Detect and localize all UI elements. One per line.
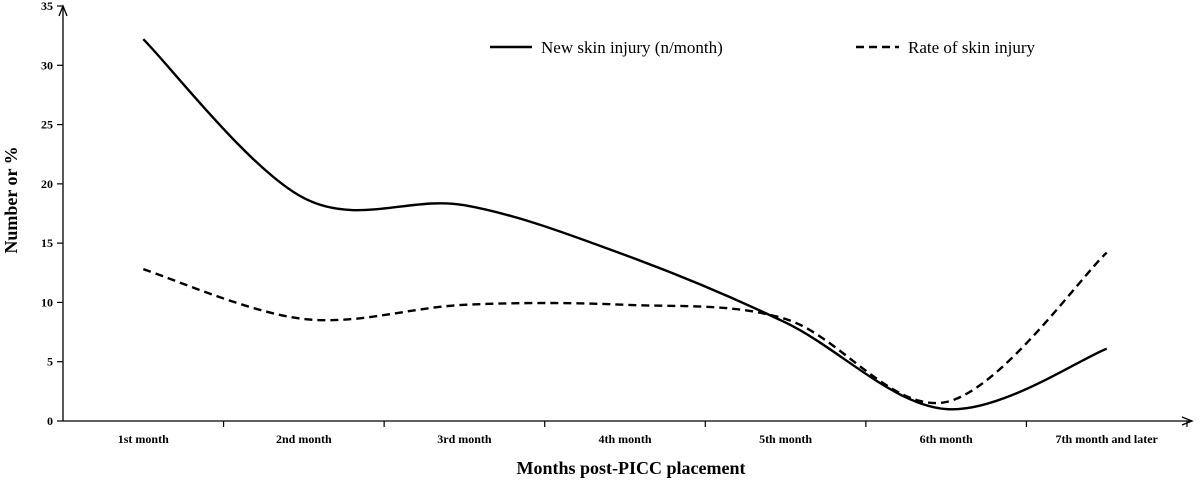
x-axis-arrow xyxy=(1181,416,1194,426)
series-line-new-skin-injury xyxy=(142,38,1108,411)
y-axis: 0 5 10 15 20 25 30 35 xyxy=(41,0,68,428)
y-ticks: 0 5 10 15 20 25 30 35 xyxy=(41,0,63,428)
x-tick-label: 4th month xyxy=(598,432,651,446)
y-tick-label: 0 xyxy=(47,414,53,428)
legend-label: Rate of skin injury xyxy=(908,38,1036,57)
series-line-rate-of-skin-injury xyxy=(142,251,1108,405)
x-tick-label: 3rd month xyxy=(437,432,492,446)
x-axis: 1st month 2nd month 3rd month 4th month 5th … xyxy=(63,416,1194,446)
legend: New skin injury (n/month) Rate of skin in… xyxy=(490,38,1036,57)
y-tick-label: 5 xyxy=(47,355,53,369)
y-tick-label: 30 xyxy=(41,58,53,72)
x-tick-label: 7th month and later xyxy=(1056,432,1159,446)
y-tick-label: 20 xyxy=(41,177,53,191)
x-axis-title: Months post-PICC placement xyxy=(517,458,746,478)
y-tick-label: 10 xyxy=(41,295,53,309)
legend-label: New skin injury (n/month) xyxy=(541,38,723,57)
x-tick-label: 2nd month xyxy=(276,432,332,446)
x-tick-label: 6th month xyxy=(920,432,973,446)
series-layer xyxy=(142,38,1108,411)
y-tick-label: 35 xyxy=(41,0,53,13)
x-tick-label: 5th month xyxy=(759,432,812,446)
y-tick-label: 25 xyxy=(41,118,53,132)
x-ticks: 1st month 2nd month 3rd month 4th month 5th … xyxy=(118,421,1188,446)
x-tick-label: 1st month xyxy=(118,432,169,446)
y-tick-label: 15 xyxy=(41,236,53,250)
y-axis-title: Number or % xyxy=(1,146,21,253)
legend-item: Rate of skin injury xyxy=(856,38,1036,57)
legend-item: New skin injury (n/month) xyxy=(490,38,723,57)
